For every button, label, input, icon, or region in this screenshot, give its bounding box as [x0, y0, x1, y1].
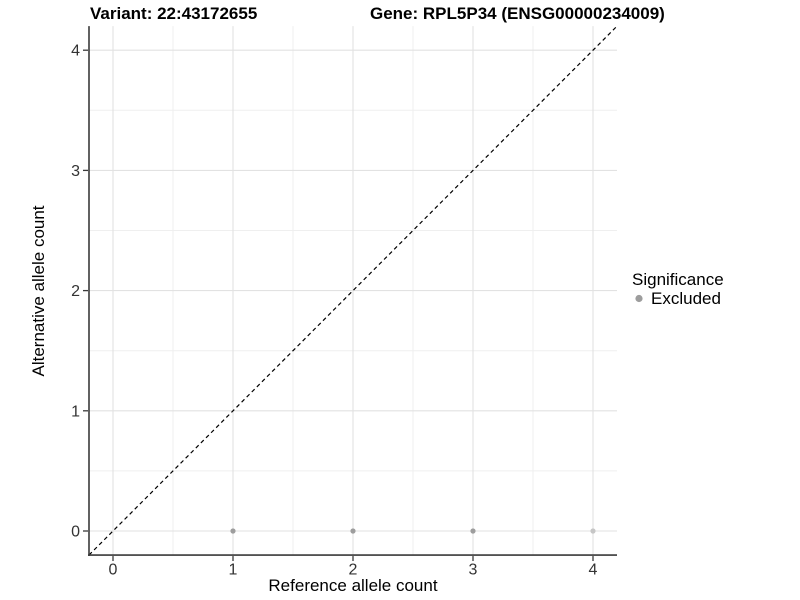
- identity-line: [88, 25, 618, 556]
- gene-title: Gene: RPL5P34 (ENSG00000234009): [370, 4, 665, 23]
- legend: Significance Excluded: [632, 270, 724, 308]
- variant-title: Variant: 22:43172655: [90, 4, 257, 23]
- x-tick-label: 1: [229, 562, 238, 579]
- y-axis-title: Alternative allele count: [29, 205, 48, 376]
- y-tick-label: 4: [71, 43, 80, 60]
- legend-key-dot-icon: [635, 294, 643, 303]
- data-point: [590, 528, 596, 534]
- y-tick-label: 0: [71, 524, 80, 541]
- data-point: [230, 528, 236, 534]
- y-tick-label: 1: [71, 403, 80, 420]
- x-tick-label: 4: [589, 562, 598, 579]
- y-tick-label: 3: [71, 163, 80, 180]
- x-tick-label: 3: [469, 562, 478, 579]
- x-axis-title: Reference allele count: [268, 576, 437, 595]
- tick-marks-and-labels: 0 1 2 3 4 0 1 2 3 4: [71, 43, 597, 579]
- axes: [88, 26, 617, 557]
- y-tick-label: 2: [71, 283, 80, 300]
- data-point: [470, 528, 476, 534]
- legend-title: Significance: [632, 270, 724, 289]
- identity-dashed-line: [88, 25, 618, 556]
- x-tick-label: 2: [349, 562, 358, 579]
- data-point: [350, 528, 356, 534]
- data-points: [230, 528, 596, 534]
- legend-item-label: Excluded: [651, 289, 721, 308]
- x-tick-label: 0: [109, 562, 118, 579]
